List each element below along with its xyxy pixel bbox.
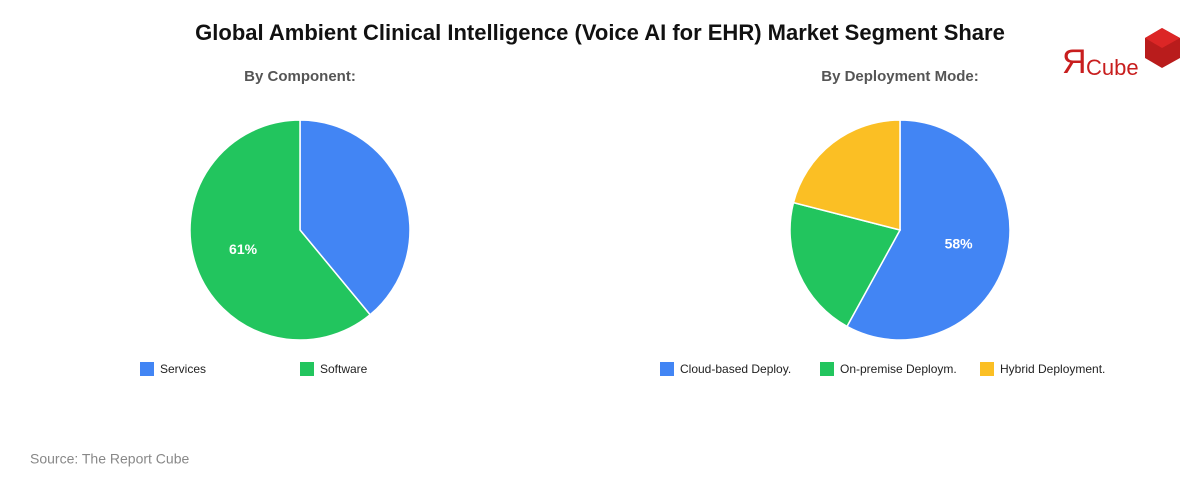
legend-label: Software bbox=[320, 362, 368, 376]
legend-swatch bbox=[820, 362, 834, 376]
legend-swatch bbox=[300, 362, 314, 376]
legend-swatch bbox=[980, 362, 994, 376]
logo-cube-top bbox=[1145, 28, 1180, 48]
data-label: 58% bbox=[945, 236, 974, 252]
pie-slice bbox=[189, 119, 372, 341]
legend-label: On-premise Deploym. bbox=[840, 362, 957, 376]
legend-label: Hybrid Deployment. bbox=[1000, 362, 1105, 376]
legend-swatch bbox=[660, 362, 674, 376]
pie-slice bbox=[792, 119, 901, 231]
legend-swatch bbox=[140, 362, 154, 376]
logo: Я Cube bbox=[1062, 28, 1180, 81]
logo-mark: Я bbox=[1062, 43, 1087, 81]
page-title: Global Ambient Clinical Intelligence (Vo… bbox=[195, 20, 1005, 45]
logo-text: Cube bbox=[1086, 55, 1139, 80]
source: Source: The Report Cube bbox=[30, 451, 189, 467]
chart-title: By Component: bbox=[244, 68, 356, 85]
data-label: 61% bbox=[229, 241, 258, 257]
legend-label: Cloud-based Deploy. bbox=[680, 362, 791, 376]
pie-slice bbox=[789, 201, 902, 328]
chart-title: By Deployment Mode: bbox=[821, 68, 979, 85]
legend-label: Services bbox=[160, 362, 206, 376]
pie-slice bbox=[299, 119, 411, 316]
pie-slice bbox=[845, 119, 1011, 341]
